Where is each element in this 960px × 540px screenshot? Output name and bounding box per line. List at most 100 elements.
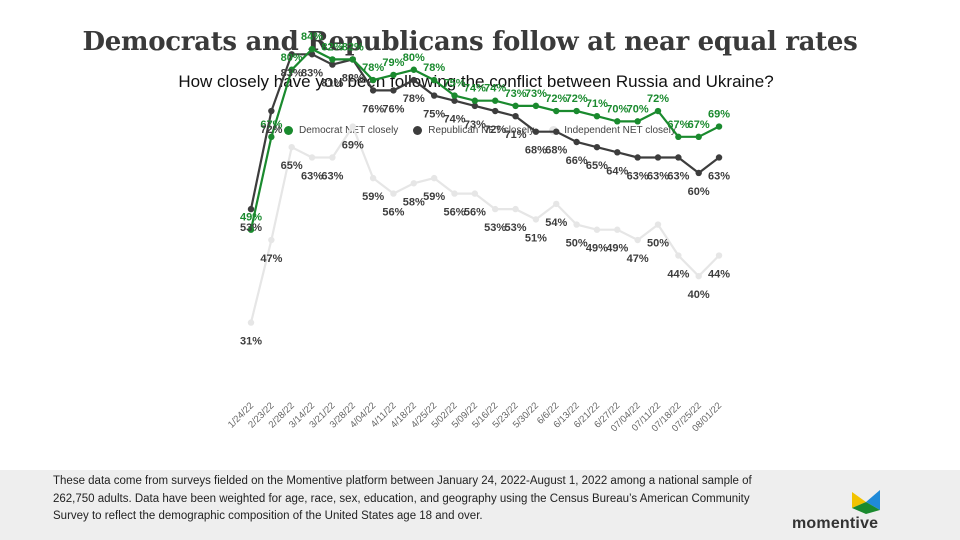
- data-point-republican: [451, 97, 458, 104]
- data-point-republican: [553, 128, 560, 135]
- data-label-republican: 66%: [566, 155, 588, 167]
- data-label-democrat: 72%: [647, 93, 669, 105]
- data-point-democrat: [695, 133, 702, 141]
- data-label-independent: 49%: [586, 243, 608, 255]
- data-label-independent: 47%: [260, 253, 282, 265]
- footer-bar: These data come from surveys fielded on …: [0, 470, 960, 540]
- momentive-logo: momentive: [792, 488, 892, 534]
- data-point-independent: [573, 221, 580, 228]
- data-point-independent: [451, 190, 458, 197]
- data-label-republican: 63%: [647, 170, 669, 182]
- data-point-democrat: [329, 56, 336, 63]
- data-label-republican: 75%: [423, 109, 445, 121]
- data-point-republican: [715, 154, 723, 161]
- data-label-republican: 72%: [260, 124, 282, 136]
- data-label-democrat: 79%: [382, 57, 404, 69]
- data-point-democrat: [369, 76, 377, 84]
- data-point-independent: [247, 319, 255, 326]
- data-label-independent: 31%: [240, 336, 262, 348]
- data-point-democrat: [654, 107, 662, 115]
- data-point-democrat: [471, 97, 479, 104]
- data-point-republican: [247, 205, 255, 213]
- data-label-democrat: 82%: [342, 41, 364, 53]
- data-point-republican: [430, 92, 438, 99]
- data-label-independent: 59%: [423, 191, 445, 203]
- brand-name: momentive: [792, 515, 879, 532]
- data-point-independent: [369, 174, 377, 182]
- data-label-independent: 59%: [362, 191, 384, 203]
- data-label-democrat: 73%: [505, 88, 527, 100]
- data-point-independent: [593, 226, 601, 233]
- data-point-independent: [695, 272, 702, 280]
- data-label-republican: 83%: [301, 67, 323, 79]
- data-label-republican: 53%: [240, 222, 262, 234]
- data-point-independent: [512, 205, 519, 213]
- data-point-independent: [329, 154, 336, 161]
- data-point-republican: [512, 113, 519, 120]
- data-point-independent: [532, 216, 540, 223]
- data-label-independent: 56%: [464, 207, 486, 219]
- data-label-republican: 68%: [525, 145, 547, 157]
- data-point-independent: [634, 236, 641, 244]
- data-point-independent: [390, 190, 397, 197]
- data-label-republican: 64%: [606, 165, 628, 177]
- data-label-democrat: 70%: [627, 103, 649, 115]
- data-label-democrat: 72%: [545, 93, 567, 105]
- data-point-independent: [471, 190, 479, 197]
- data-point-independent: [553, 200, 560, 208]
- data-label-republican: 63%: [708, 170, 730, 182]
- data-label-democrat: 72%: [566, 93, 588, 105]
- data-point-republican: [410, 76, 417, 84]
- data-label-independent: 50%: [566, 238, 588, 250]
- momentive-logo-mark: [852, 490, 880, 514]
- data-point-democrat: [593, 113, 601, 120]
- data-label-democrat: 49%: [240, 212, 262, 224]
- data-point-democrat: [268, 133, 275, 141]
- data-point-republican: [308, 51, 316, 58]
- legend-label-independent: Independent NET closely: [564, 124, 676, 136]
- data-point-independent: [288, 143, 295, 151]
- series-line-democrat: [249, 47, 720, 230]
- legend-item-republican: Republican NET closely: [413, 125, 534, 136]
- data-point-democrat: [553, 107, 560, 115]
- data-point-republican: [532, 128, 540, 135]
- legend-marker-republican: [413, 125, 423, 135]
- methodology-note: These data come from surveys fielded on …: [53, 475, 752, 522]
- data-point-democrat: [390, 71, 397, 79]
- data-point-democrat: [410, 66, 417, 73]
- data-point-democrat: [247, 226, 255, 233]
- data-label-republican: 71%: [505, 129, 527, 141]
- legend-item-democrat: Democrat NET closely: [284, 125, 398, 136]
- data-label-democrat: 67%: [260, 119, 282, 131]
- data-label-democrat: 80%: [403, 52, 425, 64]
- legend-label-democrat: Democrat NET closely: [299, 124, 399, 136]
- data-label-democrat: 78%: [362, 62, 384, 74]
- data-point-republican: [675, 154, 682, 161]
- chart-title: Democrats and Republicans follow at near…: [82, 27, 858, 57]
- data-point-republican: [369, 87, 377, 94]
- data-label-democrat: 73%: [525, 88, 547, 100]
- data-label-republican: 78%: [403, 93, 425, 105]
- data-label-independent: 49%: [606, 243, 628, 255]
- data-label-independent: 63%: [321, 170, 343, 182]
- data-label-democrat: 70%: [606, 103, 628, 115]
- data-point-republican: [634, 154, 641, 161]
- data-point-democrat: [614, 118, 621, 125]
- data-point-republican: [268, 107, 275, 115]
- data-point-democrat: [532, 102, 540, 110]
- data-point-democrat: [573, 107, 580, 115]
- legend-marker-democrat: [284, 125, 293, 135]
- data-point-independent: [349, 123, 356, 130]
- data-label-independent: 51%: [525, 232, 547, 244]
- data-point-independent: [614, 226, 621, 233]
- data-label-republican: 72%: [484, 124, 506, 136]
- data-point-independent: [654, 221, 662, 228]
- data-point-independent: [430, 174, 438, 182]
- data-point-democrat: [634, 118, 641, 125]
- data-point-democrat: [308, 45, 316, 53]
- data-point-independent: [268, 236, 275, 244]
- data-label-democrat: 75%: [443, 78, 465, 90]
- data-label-independent: 53%: [505, 222, 527, 234]
- data-label-republican: 74%: [443, 114, 465, 126]
- data-label-democrat: 82%: [321, 41, 343, 53]
